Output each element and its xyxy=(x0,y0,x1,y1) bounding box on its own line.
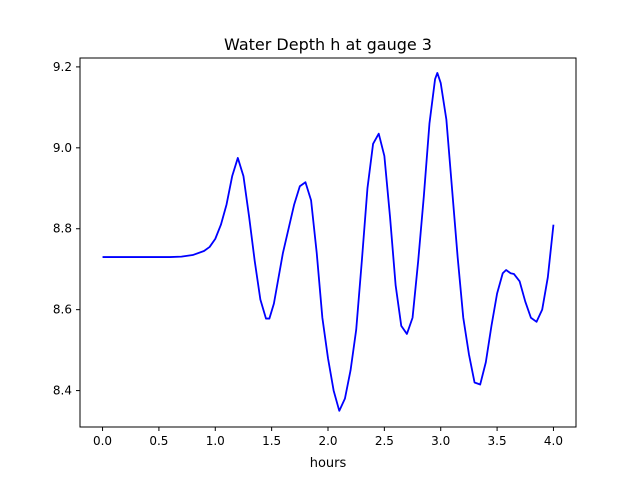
series-layer xyxy=(102,72,555,412)
x-axis-label: hours xyxy=(310,456,347,471)
series-line-0 xyxy=(102,72,555,412)
x-tick-label: 1.0 xyxy=(206,434,225,448)
x-tick-label: 1.5 xyxy=(262,434,281,448)
y-tick-label: 9.0 xyxy=(53,141,72,155)
x-tick-label: 3.0 xyxy=(431,434,450,448)
chart-title: Water Depth h at gauge 3 xyxy=(224,35,432,54)
y-tick-label: 8.6 xyxy=(53,303,72,317)
y-tick-label: 9.2 xyxy=(53,60,72,74)
y-axis-ticks: 8.4 8.6 8.8 9.0 9.2 xyxy=(53,60,80,398)
x-tick-label: 3.5 xyxy=(488,434,507,448)
x-tick-label: 0.0 xyxy=(93,434,112,448)
x-tick-label: 2.5 xyxy=(375,434,394,448)
x-tick-label: 4.0 xyxy=(544,434,563,448)
y-tick-label: 8.8 xyxy=(53,222,72,236)
y-tick-label: 8.4 xyxy=(53,384,72,398)
x-tick-label: 2.0 xyxy=(318,434,337,448)
x-tick-label: 0.5 xyxy=(149,434,168,448)
x-axis-ticks: 0.0 0.5 1.0 1.5 2.0 2.5 3.0 3.5 4.0 xyxy=(93,427,563,448)
